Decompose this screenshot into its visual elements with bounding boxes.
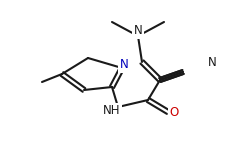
Text: N: N	[208, 56, 216, 69]
Text: N: N	[120, 58, 128, 71]
Text: O: O	[169, 106, 179, 120]
Text: N: N	[134, 24, 142, 37]
Text: NH: NH	[103, 104, 121, 117]
